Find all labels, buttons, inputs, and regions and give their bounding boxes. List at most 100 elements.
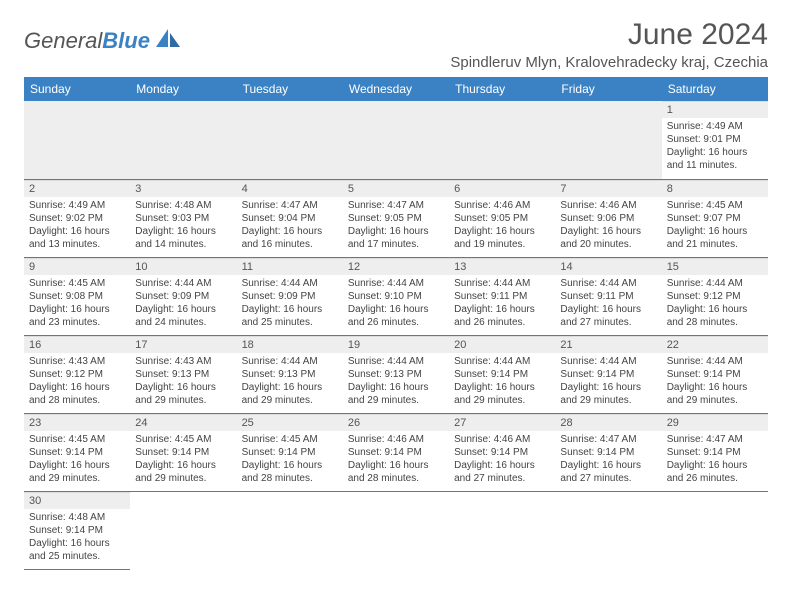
- day-details: Sunrise: 4:45 AMSunset: 9:08 PMDaylight:…: [24, 275, 130, 333]
- day-details: Sunrise: 4:46 AMSunset: 9:05 PMDaylight:…: [449, 197, 555, 255]
- day-number: 6: [449, 180, 555, 197]
- brand-part2: Blue: [102, 28, 150, 54]
- calendar-cell: 20Sunrise: 4:44 AMSunset: 9:14 PMDayligh…: [449, 335, 555, 413]
- day-number: 16: [24, 336, 130, 353]
- day-details: Sunrise: 4:44 AMSunset: 9:10 PMDaylight:…: [343, 275, 449, 333]
- day-number: 19: [343, 336, 449, 353]
- day-details: Sunrise: 4:48 AMSunset: 9:03 PMDaylight:…: [130, 197, 236, 255]
- calendar-cell: 25Sunrise: 4:45 AMSunset: 9:14 PMDayligh…: [237, 413, 343, 491]
- day-details: Sunrise: 4:44 AMSunset: 9:11 PMDaylight:…: [449, 275, 555, 333]
- day-details: Sunrise: 4:45 AMSunset: 9:14 PMDaylight:…: [130, 431, 236, 489]
- day-details: Sunrise: 4:46 AMSunset: 9:06 PMDaylight:…: [555, 197, 661, 255]
- calendar-row: 23Sunrise: 4:45 AMSunset: 9:14 PMDayligh…: [24, 413, 768, 491]
- calendar-cell: 8Sunrise: 4:45 AMSunset: 9:07 PMDaylight…: [662, 179, 768, 257]
- calendar-cell: [449, 491, 555, 569]
- calendar-cell: 24Sunrise: 4:45 AMSunset: 9:14 PMDayligh…: [130, 413, 236, 491]
- calendar-cell: [662, 491, 768, 569]
- calendar-cell: 27Sunrise: 4:46 AMSunset: 9:14 PMDayligh…: [449, 413, 555, 491]
- day-number: 22: [662, 336, 768, 353]
- day-details: Sunrise: 4:44 AMSunset: 9:13 PMDaylight:…: [343, 353, 449, 411]
- weekday-header: Tuesday: [237, 77, 343, 101]
- day-number: 7: [555, 180, 661, 197]
- weekday-header: Sunday: [24, 77, 130, 101]
- day-details: Sunrise: 4:44 AMSunset: 9:09 PMDaylight:…: [130, 275, 236, 333]
- calendar-table: SundayMondayTuesdayWednesdayThursdayFrid…: [24, 77, 768, 570]
- calendar-cell: [343, 101, 449, 179]
- weekday-header: Friday: [555, 77, 661, 101]
- day-details: Sunrise: 4:48 AMSunset: 9:14 PMDaylight:…: [24, 509, 130, 567]
- calendar-row: 1Sunrise: 4:49 AMSunset: 9:01 PMDaylight…: [24, 101, 768, 179]
- day-details: Sunrise: 4:45 AMSunset: 9:14 PMDaylight:…: [237, 431, 343, 489]
- calendar-cell: 10Sunrise: 4:44 AMSunset: 9:09 PMDayligh…: [130, 257, 236, 335]
- brand-logo: GeneralBlue: [24, 28, 184, 54]
- title-block: June 2024 Spindleruv Mlyn, Kralovehradec…: [450, 18, 768, 71]
- day-number: 5: [343, 180, 449, 197]
- calendar-row: 30Sunrise: 4:48 AMSunset: 9:14 PMDayligh…: [24, 491, 768, 569]
- calendar-cell: [130, 491, 236, 569]
- calendar-cell: 2Sunrise: 4:49 AMSunset: 9:02 PMDaylight…: [24, 179, 130, 257]
- weekday-header: Monday: [130, 77, 236, 101]
- day-details: Sunrise: 4:47 AMSunset: 9:05 PMDaylight:…: [343, 197, 449, 255]
- calendar-cell: 7Sunrise: 4:46 AMSunset: 9:06 PMDaylight…: [555, 179, 661, 257]
- calendar-cell: 5Sunrise: 4:47 AMSunset: 9:05 PMDaylight…: [343, 179, 449, 257]
- calendar-cell: [555, 491, 661, 569]
- day-details: Sunrise: 4:44 AMSunset: 9:11 PMDaylight:…: [555, 275, 661, 333]
- calendar-cell: 21Sunrise: 4:44 AMSunset: 9:14 PMDayligh…: [555, 335, 661, 413]
- calendar-cell: 13Sunrise: 4:44 AMSunset: 9:11 PMDayligh…: [449, 257, 555, 335]
- day-details: Sunrise: 4:47 AMSunset: 9:14 PMDaylight:…: [662, 431, 768, 489]
- location: Spindleruv Mlyn, Kralovehradecky kraj, C…: [450, 54, 768, 71]
- calendar-cell: [343, 491, 449, 569]
- calendar-cell: 28Sunrise: 4:47 AMSunset: 9:14 PMDayligh…: [555, 413, 661, 491]
- calendar-cell: 29Sunrise: 4:47 AMSunset: 9:14 PMDayligh…: [662, 413, 768, 491]
- day-number: 21: [555, 336, 661, 353]
- day-number: 14: [555, 258, 661, 275]
- calendar-cell: 12Sunrise: 4:44 AMSunset: 9:10 PMDayligh…: [343, 257, 449, 335]
- day-number: 1: [662, 101, 768, 118]
- day-number: 29: [662, 414, 768, 431]
- day-details: Sunrise: 4:49 AMSunset: 9:02 PMDaylight:…: [24, 197, 130, 255]
- day-number: 11: [237, 258, 343, 275]
- calendar-cell: [130, 101, 236, 179]
- calendar-cell: 14Sunrise: 4:44 AMSunset: 9:11 PMDayligh…: [555, 257, 661, 335]
- calendar-row: 16Sunrise: 4:43 AMSunset: 9:12 PMDayligh…: [24, 335, 768, 413]
- day-number: 24: [130, 414, 236, 431]
- day-number: 12: [343, 258, 449, 275]
- calendar-cell: 1Sunrise: 4:49 AMSunset: 9:01 PMDaylight…: [662, 101, 768, 179]
- day-number: 8: [662, 180, 768, 197]
- calendar-cell: 16Sunrise: 4:43 AMSunset: 9:12 PMDayligh…: [24, 335, 130, 413]
- calendar-cell: 3Sunrise: 4:48 AMSunset: 9:03 PMDaylight…: [130, 179, 236, 257]
- calendar-cell: [237, 491, 343, 569]
- day-details: Sunrise: 4:47 AMSunset: 9:14 PMDaylight:…: [555, 431, 661, 489]
- calendar-cell: 18Sunrise: 4:44 AMSunset: 9:13 PMDayligh…: [237, 335, 343, 413]
- day-number: 25: [237, 414, 343, 431]
- day-details: Sunrise: 4:44 AMSunset: 9:14 PMDaylight:…: [555, 353, 661, 411]
- day-number: 28: [555, 414, 661, 431]
- day-number: 18: [237, 336, 343, 353]
- day-details: Sunrise: 4:44 AMSunset: 9:13 PMDaylight:…: [237, 353, 343, 411]
- day-details: Sunrise: 4:44 AMSunset: 9:14 PMDaylight:…: [662, 353, 768, 411]
- day-number: 3: [130, 180, 236, 197]
- day-number: 4: [237, 180, 343, 197]
- sail-icon: [154, 27, 184, 49]
- day-number: 10: [130, 258, 236, 275]
- day-details: Sunrise: 4:45 AMSunset: 9:07 PMDaylight:…: [662, 197, 768, 255]
- day-details: Sunrise: 4:47 AMSunset: 9:04 PMDaylight:…: [237, 197, 343, 255]
- day-details: Sunrise: 4:44 AMSunset: 9:09 PMDaylight:…: [237, 275, 343, 333]
- calendar-cell: 19Sunrise: 4:44 AMSunset: 9:13 PMDayligh…: [343, 335, 449, 413]
- header: GeneralBlue June 2024 Spindleruv Mlyn, K…: [24, 18, 768, 71]
- calendar-cell: 22Sunrise: 4:44 AMSunset: 9:14 PMDayligh…: [662, 335, 768, 413]
- day-number: 13: [449, 258, 555, 275]
- weekday-header: Saturday: [662, 77, 768, 101]
- calendar-row: 9Sunrise: 4:45 AMSunset: 9:08 PMDaylight…: [24, 257, 768, 335]
- day-details: Sunrise: 4:45 AMSunset: 9:14 PMDaylight:…: [24, 431, 130, 489]
- day-number: 23: [24, 414, 130, 431]
- month-title: June 2024: [450, 18, 768, 52]
- calendar-cell: [24, 101, 130, 179]
- calendar-cell: [449, 101, 555, 179]
- day-details: Sunrise: 4:49 AMSunset: 9:01 PMDaylight:…: [662, 118, 768, 176]
- weekday-header: Wednesday: [343, 77, 449, 101]
- calendar-cell: [237, 101, 343, 179]
- day-number: 17: [130, 336, 236, 353]
- brand-part1: General: [24, 28, 102, 54]
- calendar-cell: 11Sunrise: 4:44 AMSunset: 9:09 PMDayligh…: [237, 257, 343, 335]
